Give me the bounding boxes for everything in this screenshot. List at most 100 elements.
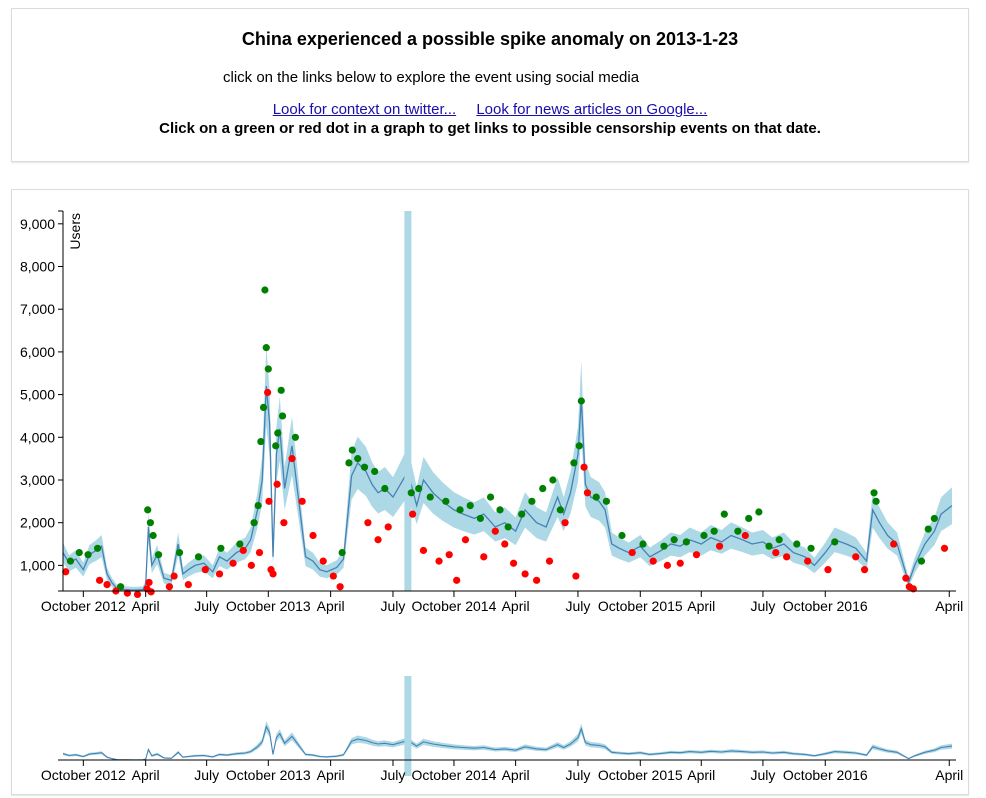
event-dot-above[interactable] <box>618 531 626 540</box>
google-news-link[interactable]: Look for news articles on Google... <box>476 101 708 118</box>
event-dot-above[interactable] <box>870 489 878 497</box>
event-dot-below[interactable] <box>319 557 327 565</box>
event-dot-above[interactable] <box>575 442 583 450</box>
event-dot-above[interactable] <box>175 548 184 557</box>
event-dot-below[interactable] <box>336 583 344 591</box>
event-dot-above[interactable] <box>486 493 495 501</box>
event-dot-below[interactable] <box>265 497 273 505</box>
event-dot-below[interactable] <box>804 557 812 565</box>
event-dot-above[interactable] <box>570 459 578 467</box>
event-dot-below[interactable] <box>201 566 209 574</box>
event-dot-below[interactable] <box>583 489 592 497</box>
event-dot-below[interactable] <box>580 463 588 471</box>
event-dot-above[interactable] <box>254 502 262 510</box>
event-dot-above[interactable] <box>549 476 557 484</box>
event-dot-above[interactable] <box>917 557 926 565</box>
event-dot-above[interactable] <box>194 553 203 561</box>
event-dot-below[interactable] <box>239 546 247 555</box>
event-dot-above[interactable] <box>710 527 718 535</box>
event-dot-above[interactable] <box>93 544 102 552</box>
event-dot-below[interactable] <box>364 519 372 527</box>
event-dot-above[interactable] <box>518 510 526 518</box>
event-dot-above[interactable] <box>765 542 773 550</box>
event-dot-above[interactable] <box>556 506 564 514</box>
event-dot-above[interactable] <box>682 538 690 546</box>
event-dot-above[interactable] <box>75 548 83 557</box>
event-dot-below[interactable] <box>329 572 337 580</box>
event-dot-above[interactable] <box>116 583 125 591</box>
event-dot-below[interactable] <box>628 548 636 557</box>
event-dot-below[interactable] <box>715 542 724 550</box>
event-dot-below[interactable] <box>890 540 898 548</box>
event-dot-below[interactable] <box>521 570 529 578</box>
event-dot-below[interactable] <box>419 546 428 555</box>
event-dot-above[interactable] <box>236 540 244 548</box>
event-dot-above[interactable] <box>924 525 932 533</box>
event-dot-above[interactable] <box>496 506 504 514</box>
event-dot-below[interactable] <box>170 572 178 580</box>
event-dot-below[interactable] <box>145 578 153 587</box>
event-dot-above[interactable] <box>149 531 157 540</box>
event-dot-below[interactable] <box>62 568 70 576</box>
event-dot-above[interactable] <box>775 536 783 544</box>
event-dot-above[interactable] <box>442 497 450 505</box>
event-dot-above[interactable] <box>415 484 423 493</box>
event-dot-above[interactable] <box>831 538 839 546</box>
event-dot-above[interactable] <box>639 540 647 548</box>
event-dot-below[interactable] <box>147 588 155 596</box>
event-dot-above[interactable] <box>476 514 484 523</box>
event-dot-above[interactable] <box>745 514 753 523</box>
event-dot-above[interactable] <box>278 412 287 420</box>
event-dot-below[interactable] <box>501 540 509 548</box>
event-dot-above[interactable] <box>602 497 611 505</box>
event-dot-below[interactable] <box>269 570 277 578</box>
event-dot-above[interactable] <box>528 497 536 505</box>
event-dot-below[interactable] <box>435 557 443 565</box>
event-dot-above[interactable] <box>338 548 346 557</box>
event-dot-above[interactable] <box>700 531 708 540</box>
event-dot-below[interactable] <box>509 559 518 567</box>
event-dot-below[interactable] <box>215 570 224 578</box>
event-dot-above[interactable] <box>259 403 268 412</box>
event-dot-above[interactable] <box>66 557 75 565</box>
event-dot-above[interactable] <box>456 506 464 514</box>
event-dot-below[interactable] <box>572 572 580 580</box>
event-dot-below[interactable] <box>741 531 749 540</box>
event-dot-above[interactable] <box>345 459 353 467</box>
event-dot-below[interactable] <box>902 574 910 582</box>
event-dot-below[interactable] <box>103 580 111 589</box>
event-dot-above[interactable] <box>146 519 155 527</box>
event-dot-below[interactable] <box>561 519 569 527</box>
event-dot-below[interactable] <box>409 510 417 518</box>
event-dot-below[interactable] <box>783 553 791 561</box>
event-dot-below[interactable] <box>860 566 869 574</box>
event-dot-below[interactable] <box>772 548 780 557</box>
event-dot-above[interactable] <box>250 519 258 527</box>
twitter-context-link[interactable]: Look for context on twitter... <box>272 101 457 118</box>
event-dot-above[interactable] <box>84 551 92 559</box>
context-brush-chart[interactable]: October 2012 April July October 2013 April Ju… <box>41 676 963 783</box>
event-dot-above[interactable] <box>793 540 801 548</box>
event-dot-above[interactable] <box>872 497 880 505</box>
event-dot-below[interactable] <box>255 548 264 557</box>
event-dot-above[interactable] <box>217 544 225 552</box>
event-dot-above[interactable] <box>272 442 280 450</box>
event-dot-below[interactable] <box>461 536 470 544</box>
event-dot-above[interactable] <box>755 508 763 516</box>
event-dot-below[interactable] <box>165 583 173 591</box>
event-dot-below[interactable] <box>824 566 832 574</box>
event-dot-below[interactable] <box>95 576 104 584</box>
event-dot-above[interactable] <box>277 386 285 394</box>
event-dot-above[interactable] <box>660 542 668 550</box>
event-dot-below[interactable] <box>374 536 382 544</box>
event-dot-below[interactable] <box>298 497 306 505</box>
event-dot-below[interactable] <box>852 553 860 561</box>
event-dot-above[interactable] <box>592 493 600 501</box>
event-dot-below[interactable] <box>445 551 453 559</box>
event-dot-above[interactable] <box>354 455 362 463</box>
event-dot-above[interactable] <box>466 502 474 510</box>
event-dot-below[interactable] <box>264 388 272 397</box>
event-dot-above[interactable] <box>734 527 742 535</box>
event-dot-below[interactable] <box>649 557 657 565</box>
event-dot-below[interactable] <box>940 544 949 552</box>
